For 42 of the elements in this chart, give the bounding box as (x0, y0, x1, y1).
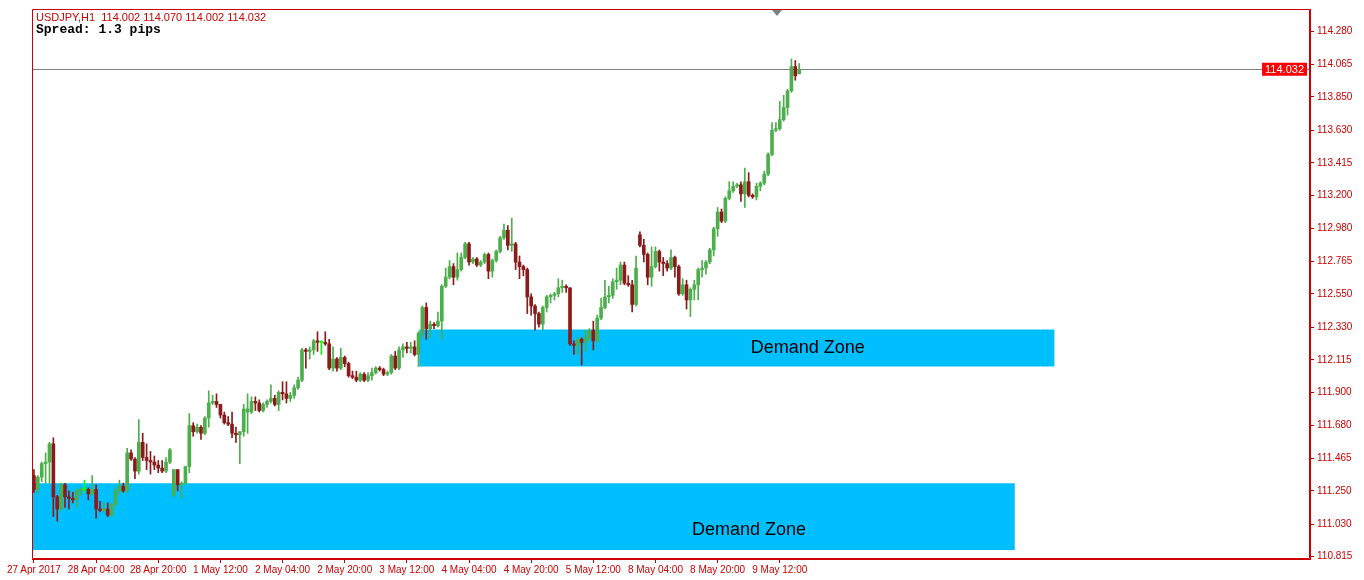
y-tick-label: 110.815 (1317, 550, 1353, 562)
y-tick-label: 111.680 (1317, 419, 1353, 431)
y-tick-label: 111.900 (1317, 386, 1353, 398)
x-tick-label: 27 Apr 2017 (6, 563, 62, 575)
text: Spread: 1.3 pips (36, 22, 161, 38)
candlestick (432, 322, 436, 330)
x-tick-label: 3 May 12:00 (379, 563, 435, 575)
y-tick-label: 113.850 (1317, 90, 1353, 102)
candlestick (560, 279, 565, 293)
y-tick-label: 112.115 (1317, 353, 1353, 365)
y-tick-label: 112.550 (1317, 287, 1353, 299)
y-tick-label: 112.980 (1317, 222, 1353, 234)
y-tick-label: 111.030 (1317, 517, 1353, 529)
band-label: Demand Zone (750, 336, 865, 357)
y-tick-label: 112.330 (1317, 320, 1353, 332)
y-tick-label: 114.065 (1317, 58, 1353, 70)
y-tick-label: 112.765 (1317, 255, 1353, 267)
x-tick-label: 8 May 20:00 (690, 563, 746, 575)
y-tick-label: 113.630 (1317, 123, 1353, 135)
x-tick-label: 2 May 20:00 (317, 563, 373, 575)
y-tick-label: 113.415 (1317, 156, 1353, 168)
candlestick (269, 384, 273, 404)
y-tick-label: 111.465 (1317, 451, 1353, 463)
x-tick-label: 2 May 04:00 (255, 563, 311, 575)
y-tick-label: 111.250 (1317, 484, 1353, 496)
x-tick-label: 28 Apr 04:00 (67, 563, 125, 575)
y-tick-label: 114.280 (1317, 25, 1353, 37)
candlestick (405, 342, 409, 354)
x-tick-label: 9 May 12:00 (752, 563, 808, 575)
x-tick-label: 8 May 04:00 (627, 563, 684, 575)
candlestick (304, 348, 308, 369)
ref-line-label: 114.032 (1265, 62, 1305, 75)
candlestick (90, 475, 95, 496)
chart-title: USDJPY,H1 114.002 114.070 114.002 114.032 (36, 11, 267, 23)
x-tick-label: 4 May 20:00 (503, 563, 560, 575)
x-tick-label: 1 May 12:00 (192, 563, 249, 575)
y-tick-label: 113.200 (1317, 189, 1353, 201)
x-tick-label: 28 Apr 20:00 (129, 563, 188, 575)
x-tick-label: 5 May 12:00 (565, 563, 622, 575)
band-label: Demand Zone (691, 518, 806, 539)
x-tick-label: 4 May 04:00 (441, 563, 497, 575)
candlestick (408, 342, 413, 354)
